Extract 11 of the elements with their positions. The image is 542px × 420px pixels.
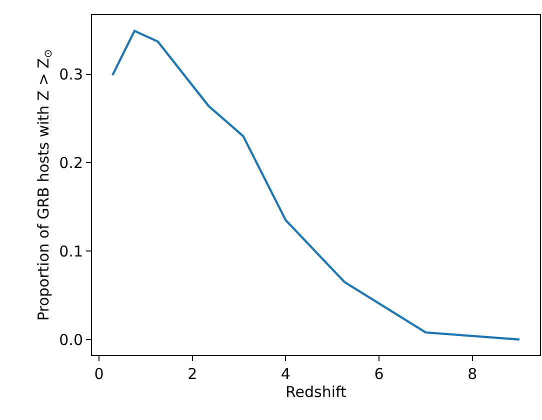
x-tick-label: 6 xyxy=(374,365,384,383)
y-tick-label: 0.1 xyxy=(59,242,83,260)
x-tick-label: 4 xyxy=(280,365,290,383)
y-tick-label: 0.2 xyxy=(59,154,83,172)
x-axis-title: Redshift xyxy=(286,383,347,401)
x-tick-label: 2 xyxy=(188,365,198,383)
x-tick-label: 8 xyxy=(468,365,478,383)
y-tick-label: 0.3 xyxy=(59,66,83,84)
y-tick-label: 0.0 xyxy=(59,330,83,349)
x-tick-label: 0 xyxy=(94,365,104,383)
line-series xyxy=(111,30,521,341)
